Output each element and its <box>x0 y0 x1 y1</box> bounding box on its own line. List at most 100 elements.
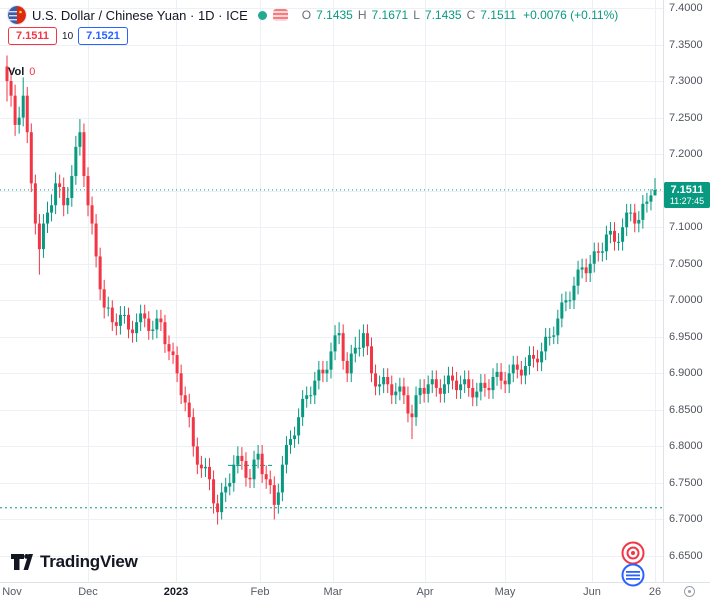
tradingview-logo[interactable]: TradingView <box>10 552 138 572</box>
candle[interactable] <box>289 430 292 454</box>
candle[interactable] <box>224 477 228 502</box>
candle[interactable] <box>499 363 503 390</box>
candle[interactable] <box>183 386 187 412</box>
candle[interactable] <box>244 452 248 487</box>
candle[interactable] <box>74 135 78 185</box>
candle[interactable] <box>637 211 641 233</box>
price-axis[interactable]: 7.40007.35007.30007.25007.20007.15007.10… <box>663 0 710 582</box>
candle[interactable] <box>495 363 499 386</box>
candle[interactable] <box>576 260 580 295</box>
candle[interactable] <box>451 366 454 390</box>
candle[interactable] <box>317 360 321 390</box>
candle[interactable] <box>212 470 216 514</box>
candle[interactable] <box>29 123 33 193</box>
candle[interactable] <box>604 225 608 261</box>
candle[interactable] <box>171 342 175 364</box>
volume-label[interactable]: Vol <box>8 66 25 78</box>
candle[interactable] <box>179 364 183 405</box>
candle[interactable] <box>572 276 576 310</box>
candle[interactable] <box>568 291 572 310</box>
candle[interactable] <box>357 329 361 357</box>
candle[interactable] <box>463 370 467 394</box>
candle[interactable] <box>475 382 479 407</box>
candle[interactable] <box>370 337 373 383</box>
candle[interactable] <box>90 196 94 235</box>
data-window-icon[interactable] <box>272 9 288 21</box>
candle[interactable] <box>564 291 568 312</box>
candle[interactable] <box>46 201 49 234</box>
candle[interactable] <box>5 55 9 102</box>
candle[interactable] <box>191 408 195 457</box>
candle[interactable] <box>515 355 519 379</box>
candle[interactable] <box>13 84 17 136</box>
candle[interactable] <box>410 404 414 440</box>
candle[interactable] <box>167 335 171 361</box>
candle[interactable] <box>41 214 45 258</box>
candle[interactable] <box>228 473 232 496</box>
candle[interactable] <box>276 483 280 514</box>
candle[interactable] <box>78 119 82 156</box>
candle[interactable] <box>608 222 612 244</box>
candle[interactable] <box>374 364 378 396</box>
candle[interactable] <box>199 455 203 478</box>
candle[interactable] <box>135 313 139 342</box>
candle[interactable] <box>293 426 297 448</box>
candle[interactable] <box>418 379 422 405</box>
candle[interactable] <box>519 360 523 385</box>
candle[interactable] <box>297 408 301 445</box>
candle[interactable] <box>540 342 544 372</box>
candle[interactable] <box>248 469 252 489</box>
candle[interactable] <box>341 324 345 370</box>
candle[interactable] <box>548 328 552 346</box>
candle[interactable] <box>390 375 394 405</box>
candle[interactable] <box>394 382 398 405</box>
candle[interactable] <box>58 174 62 198</box>
candle[interactable] <box>625 203 629 236</box>
candle[interactable] <box>21 77 25 127</box>
candle[interactable] <box>337 322 341 345</box>
candle[interactable] <box>442 375 446 403</box>
candle[interactable] <box>70 165 74 207</box>
candle[interactable] <box>511 355 515 383</box>
candle[interactable] <box>414 386 418 426</box>
candle[interactable] <box>143 304 147 328</box>
candle[interactable] <box>175 346 179 383</box>
candle[interactable] <box>422 379 426 403</box>
candle[interactable] <box>86 167 90 217</box>
candle[interactable] <box>621 218 625 251</box>
candle[interactable] <box>617 233 621 251</box>
time-axis[interactable]: Nov Dec 2023 Feb Mar Apr May Jun 26 <box>0 582 710 600</box>
candle[interactable] <box>260 444 264 483</box>
candle[interactable] <box>236 446 240 474</box>
candle[interactable] <box>118 306 122 335</box>
candlestick-chart[interactable] <box>0 0 663 582</box>
candle[interactable] <box>438 379 442 403</box>
candle[interactable] <box>333 325 337 361</box>
candle[interactable] <box>305 386 309 408</box>
candle[interactable] <box>163 314 167 353</box>
candle[interactable] <box>208 458 211 491</box>
candle[interactable] <box>272 476 276 520</box>
candle[interactable] <box>613 222 616 251</box>
candle[interactable] <box>353 336 357 363</box>
candle[interactable] <box>523 357 527 385</box>
candle[interactable] <box>106 296 110 317</box>
candle[interactable] <box>127 307 130 339</box>
candle[interactable] <box>62 177 66 217</box>
candle[interactable] <box>527 346 531 375</box>
candle[interactable] <box>268 470 272 494</box>
candle[interactable] <box>151 320 155 340</box>
candle[interactable] <box>544 328 548 361</box>
sell-button[interactable]: 7.1511 <box>8 27 58 45</box>
buy-button[interactable]: 7.1521 <box>78 27 128 45</box>
candle[interactable] <box>584 258 588 282</box>
candle[interactable] <box>345 352 349 383</box>
candle[interactable] <box>195 437 199 475</box>
us-flag-icon[interactable] <box>620 562 646 588</box>
candle[interactable] <box>147 311 151 340</box>
candle[interactable] <box>471 379 475 407</box>
candle[interactable] <box>17 106 21 134</box>
candle[interactable] <box>378 375 382 396</box>
candle[interactable] <box>446 366 450 394</box>
candle[interactable] <box>382 368 386 394</box>
